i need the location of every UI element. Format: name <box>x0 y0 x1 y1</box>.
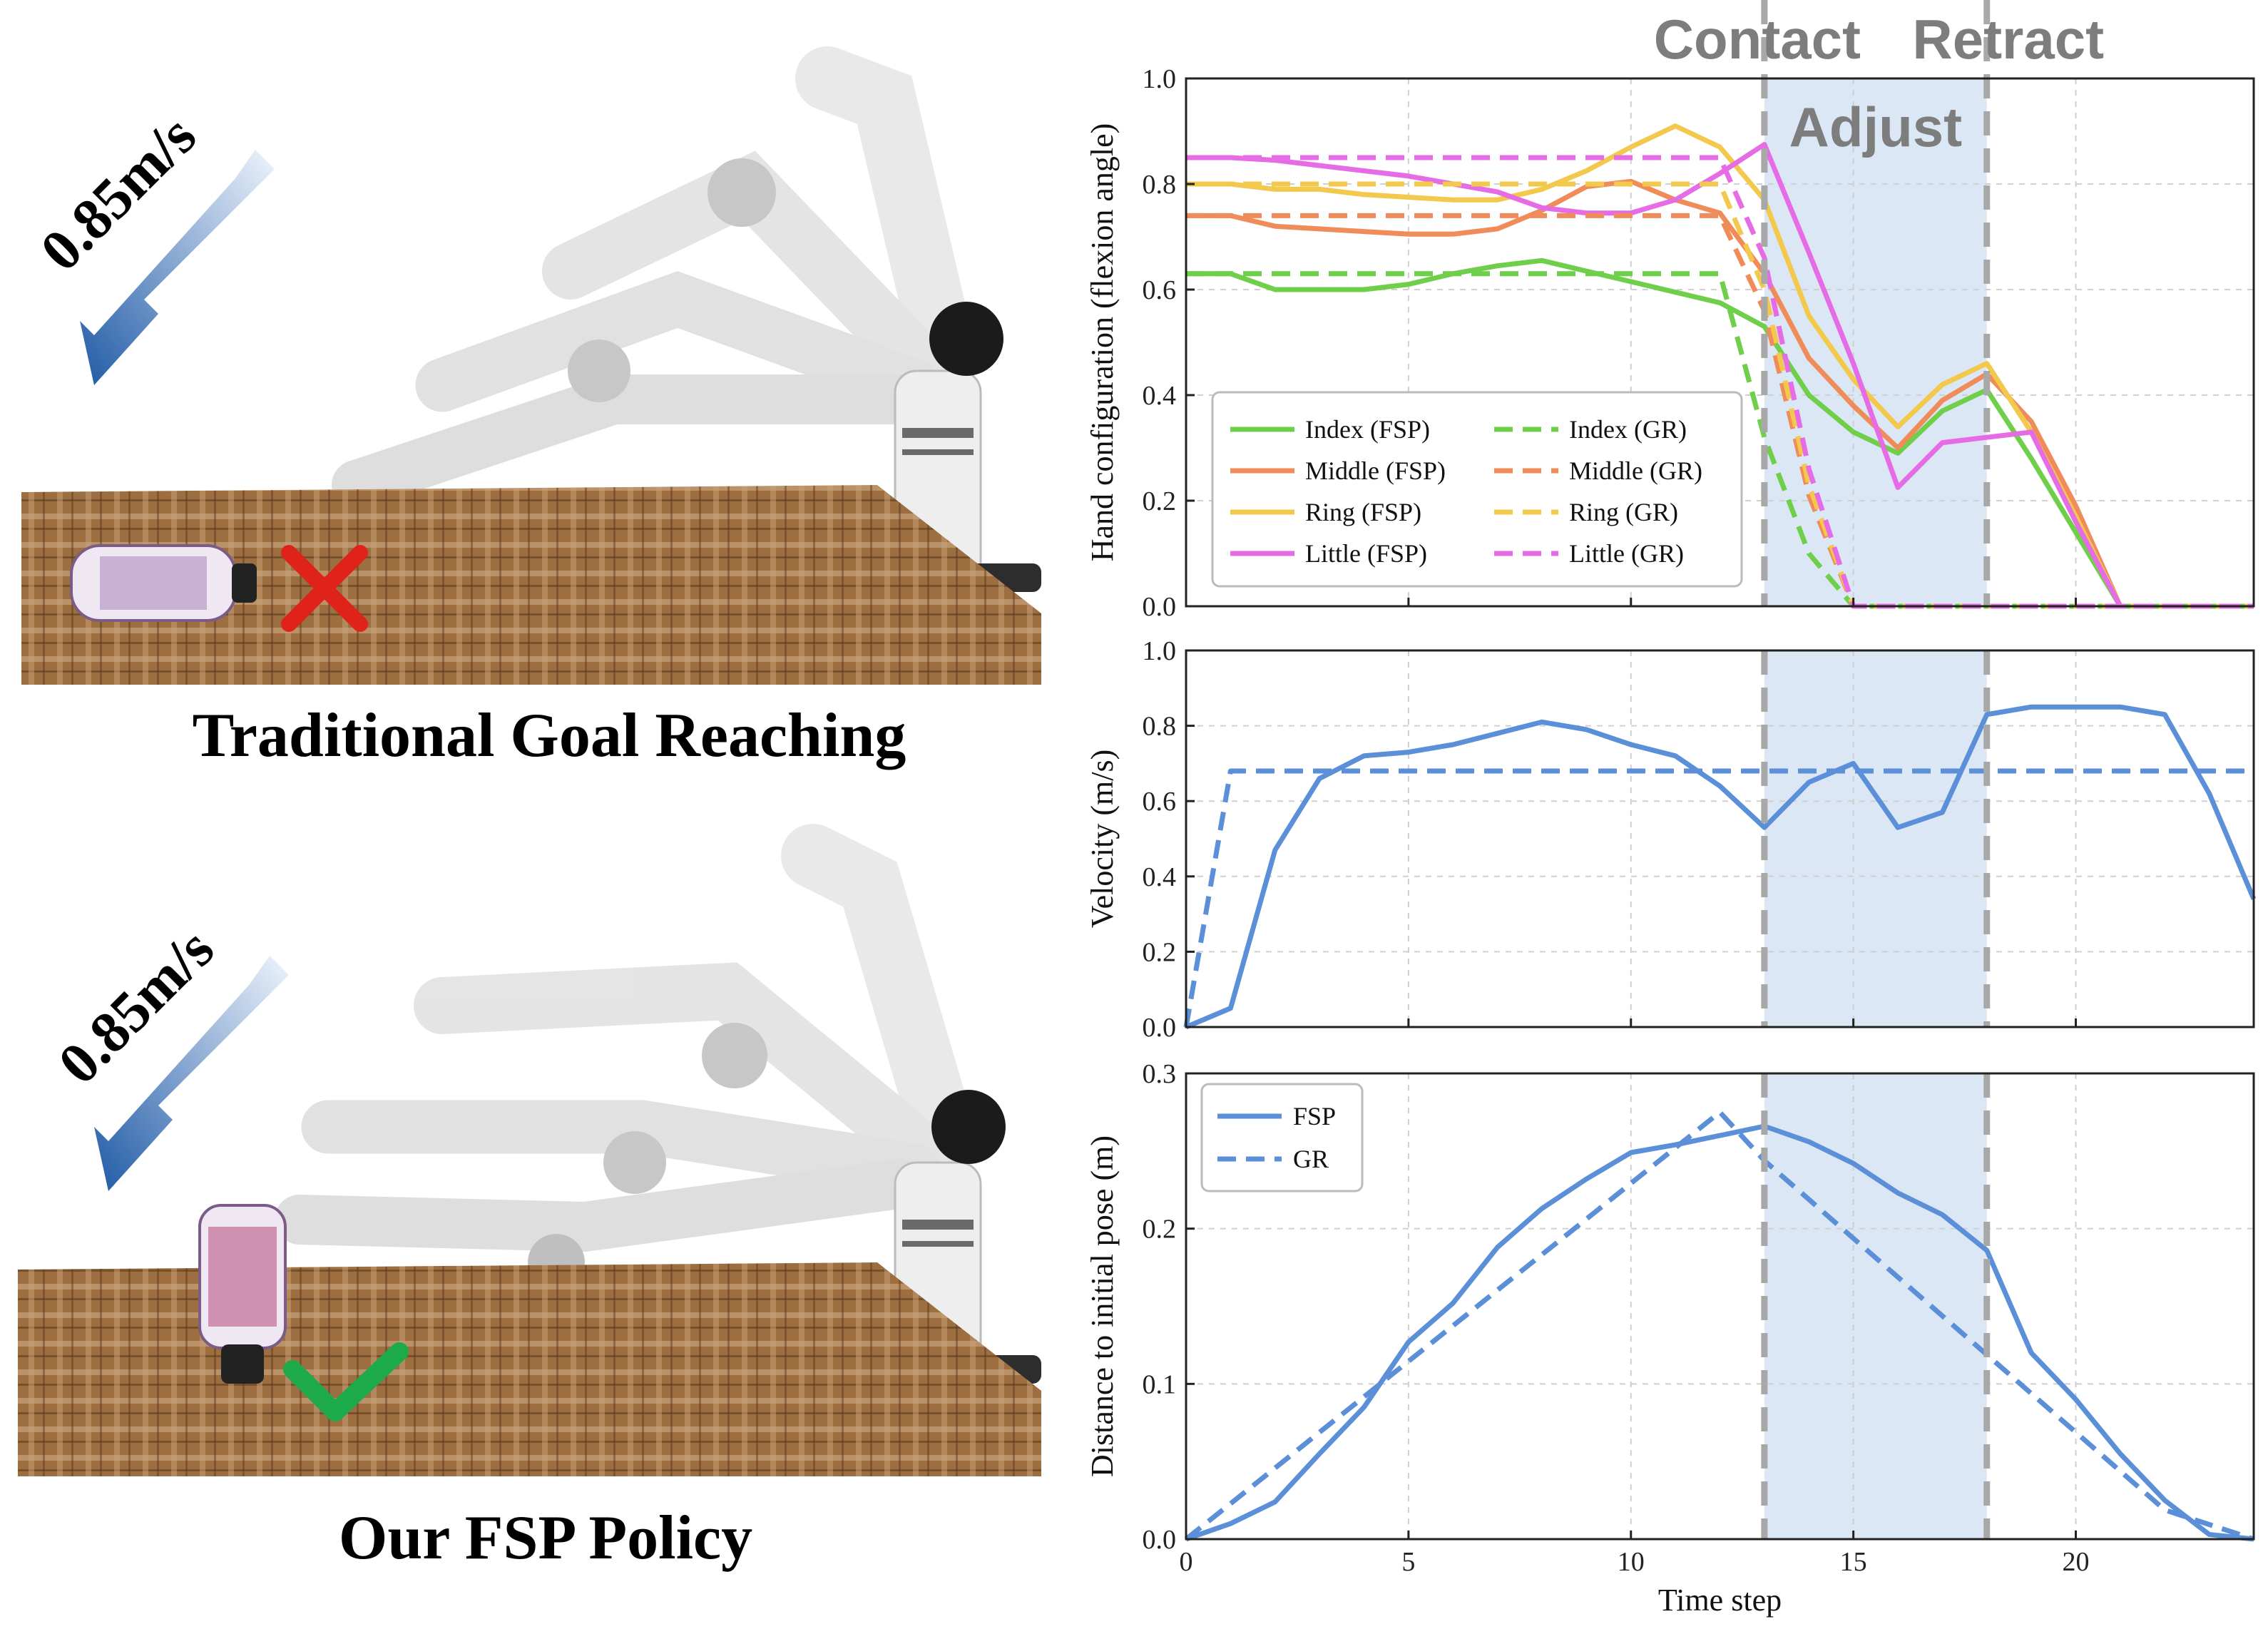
robot-base <box>894 302 1041 592</box>
legend-label: Ring (GR) <box>1569 498 1678 526</box>
y-tick-label: 0.6 <box>1143 787 1177 817</box>
table-cloth <box>21 485 1041 685</box>
legend-label: Little (GR) <box>1569 539 1684 568</box>
legend-label: Ring (FSP) <box>1305 498 1421 526</box>
speed-arrow-icon-fsp <box>94 956 289 1191</box>
y-tick-label: 0.6 <box>1143 275 1177 305</box>
y-tick-label: 0.2 <box>1143 937 1177 967</box>
legend-label: Middle (GR) <box>1569 456 1702 485</box>
chart-panel-1: 0.0 0.2 0.4 0.6 0.8 1.0 Hand configuration (fl… <box>1085 0 2255 622</box>
y-tick-label: 0.8 <box>1143 170 1177 200</box>
adjust-phase-band <box>1764 650 1987 1027</box>
y-tick-label: 0.8 <box>1143 712 1177 742</box>
y-tick-label: 0.0 <box>1143 592 1177 622</box>
robot-arm-ghosts <box>332 46 974 549</box>
upright-bottle <box>198 1204 287 1384</box>
y-axis-label: Velocity (m/s) <box>1085 750 1120 929</box>
speed-arrow-icon <box>80 150 275 385</box>
plot-frame <box>1185 649 2255 1028</box>
series-line-index-fsp- <box>1186 257 2254 609</box>
plot-frame <box>1185 77 2255 608</box>
phase-label-adjust: Adjust <box>1789 96 1962 158</box>
legend-label: Middle (FSP) <box>1305 456 1446 485</box>
y-tick-label: 1.0 <box>1143 64 1177 94</box>
legend-box <box>1211 391 1743 588</box>
series-line-gr <box>1183 768 2254 1028</box>
y-tick-label: 0.4 <box>1143 381 1177 411</box>
phase-label-contact: Contact <box>1654 8 1861 71</box>
y-axis-label: Hand configuration (flexion angle) <box>1085 123 1120 562</box>
x-tick-label: 0 <box>1180 1547 1193 1577</box>
table-cloth-fsp <box>18 1262 1041 1476</box>
fallen-bottle <box>70 544 257 622</box>
y-tick-label: 0.4 <box>1143 862 1177 892</box>
top-photo-panel: 0.85m/s Traditional Goal Reaching <box>21 46 1041 770</box>
y-tick-label: 0.3 <box>1143 1059 1177 1089</box>
cross-icon <box>281 545 368 632</box>
x-tick-label: 15 <box>1840 1547 1867 1577</box>
legend-label: Little (FSP) <box>1305 539 1427 568</box>
x-axis-label: Time step <box>1658 1583 1782 1618</box>
legend-label: GR <box>1293 1145 1329 1173</box>
bottom-photo-panel: 0.85m/s Our FSP Policy <box>18 824 1041 1573</box>
robot-arm-ghosts-fsp <box>275 824 974 1291</box>
y-tick-label: 1.0 <box>1143 636 1177 666</box>
legend-label: FSP <box>1293 1102 1336 1130</box>
series-line-middle-fsp- <box>1186 178 2254 609</box>
caption-fsp: Our FSP Policy <box>339 1503 752 1573</box>
plot-frame <box>1185 1072 2255 1541</box>
legend-label: Index (GR) <box>1569 415 1687 444</box>
y-tick-label: 0.1 <box>1143 1369 1177 1399</box>
phase-label-retract: Retract <box>1912 8 2104 71</box>
speed-label-bottom: 0.85m/s <box>46 916 226 1096</box>
y-tick-label: 0.2 <box>1143 486 1177 516</box>
chart-panel-2: 0.0 0.2 0.4 0.6 0.8 1.0 Velocity (m/s) <box>1085 636 2257 1043</box>
series-line-little-gr- <box>1186 155 2254 609</box>
legend-label: Index (FSP) <box>1305 415 1430 444</box>
series-line-fsp <box>1185 704 2257 1030</box>
x-tick-label: 10 <box>1618 1547 1645 1577</box>
series-line-little-fsp- <box>1186 142 2254 609</box>
y-tick-label: 0.0 <box>1143 1013 1177 1043</box>
chart-panel-3: 0.0 0.1 0.2 0.3 Distance to initial pose (m)… <box>1085 1059 2255 1618</box>
charts: 0.0 0.2 0.4 0.6 0.8 1.0 Hand configuration (fl… <box>1085 0 2257 1618</box>
y-axis-label: Distance to initial pose (m) <box>1085 1135 1120 1477</box>
caption-traditional: Traditional Goal Reaching <box>193 701 906 770</box>
x-tick-label: 5 <box>1401 1547 1415 1577</box>
check-icon <box>283 1342 409 1421</box>
adjust-phase-band <box>1764 1073 1987 1539</box>
series-line-fsp <box>1185 1123 2254 1542</box>
legend-box <box>1200 1083 1364 1193</box>
y-tick-label: 0.0 <box>1143 1525 1177 1555</box>
x-tick-label: 20 <box>2063 1547 2090 1577</box>
y-tick-label: 0.2 <box>1143 1215 1177 1245</box>
